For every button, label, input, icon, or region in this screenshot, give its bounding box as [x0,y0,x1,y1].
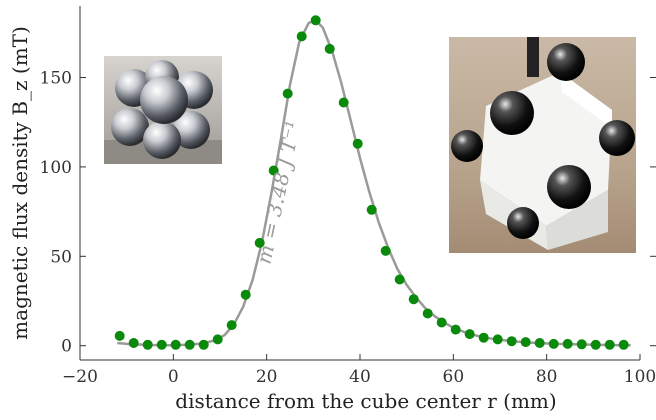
data-point [534,338,545,348]
data-point [520,337,531,348]
data-point [198,339,209,350]
data-point [618,339,629,350]
data-point [408,294,419,305]
data-point [338,97,349,108]
data-point [128,338,139,348]
magnetic-spheres-photo [104,56,222,164]
data-point [282,88,293,99]
data-point [590,339,601,350]
y-tick-label: 150 [40,69,72,89]
data-point [296,31,307,42]
data-point [562,338,573,349]
data-point [548,338,559,349]
data-point [380,245,391,256]
data-point [142,339,153,350]
data-point [436,317,447,328]
data-points [114,15,629,350]
data-point [184,339,195,350]
data-point [212,334,223,345]
data-point [310,15,321,26]
y-axis-title: magnetic flux density B_z (mT) [8,26,32,340]
y-tick-label: 100 [40,158,72,178]
x-tick-label: 80 [536,367,558,387]
moment-annotation: m = 3.48 J T⁻¹ [252,119,306,266]
data-point [492,334,503,345]
y-ticks: 0 50 100 150 [40,69,86,357]
x-ticks: −20 0 20 40 60 80 100 [62,354,656,387]
data-point [324,43,335,54]
x-tick-label: 60 [443,367,465,387]
data-point [366,204,377,215]
x-tick-label: 100 [624,367,656,387]
data-point [268,165,279,176]
data-point [156,339,167,350]
data-point [170,339,181,350]
x-tick-label: 40 [349,367,371,387]
data-point [478,332,489,343]
data-point [114,330,125,341]
x-tick-label: 20 [256,367,278,387]
data-point [352,138,363,149]
x-tick-label: 0 [168,367,179,387]
cube-with-spheres-photo [449,37,636,253]
data-point [576,339,587,350]
data-point [240,289,251,300]
right-ticks [650,77,656,347]
data-point [394,274,405,285]
y-tick-label: 50 [50,247,72,267]
data-point [604,339,615,350]
x-axis-title: distance from the cube center r (mm) [175,389,556,413]
data-point [422,308,433,319]
data-point [226,320,237,331]
data-point [506,336,517,347]
x-tick-label: −20 [62,367,98,387]
y-tick-label: 0 [61,337,72,357]
data-point [254,237,265,248]
data-point [450,324,461,335]
data-point [464,329,475,340]
